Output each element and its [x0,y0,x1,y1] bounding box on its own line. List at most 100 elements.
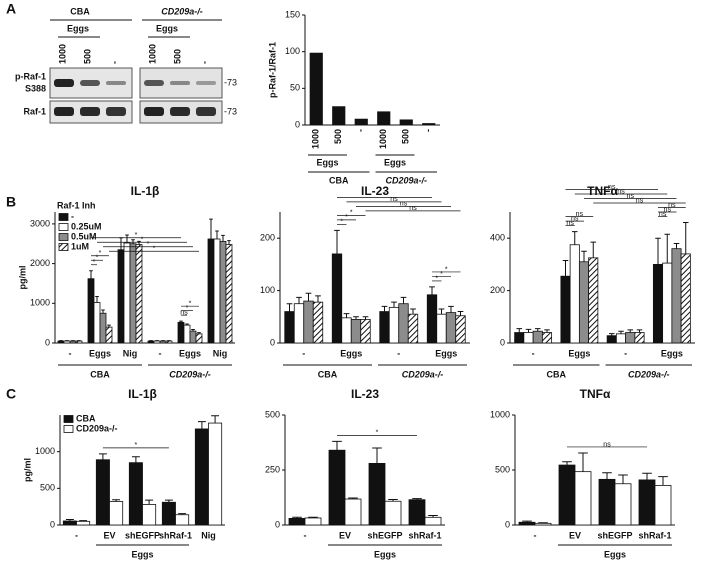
bar [207,238,215,344]
error-bar [343,313,350,318]
blot-group: CBA [70,6,90,16]
error-bar [308,516,318,518]
bar [569,244,580,344]
x-tick-label: - [534,530,537,540]
x-tick-label: - [624,348,627,358]
group-label: CBA [547,369,567,379]
error-bar [578,452,588,472]
bar [304,517,322,526]
bar [436,313,447,344]
error-bar [571,231,578,245]
error-bar [145,499,154,505]
error-bar [95,296,99,303]
error-bar [334,229,340,254]
bar [95,459,110,526]
western-blot: CBA CD209a-/- Eggs Eggs 1000 500 - 1000 … [15,6,237,124]
y-tick-label: 100 [260,285,275,295]
bar [671,248,682,344]
error-bar [448,305,454,313]
significance-label: ns [571,215,579,222]
legend-title: Raf-1 Inh [57,200,96,210]
error-bar [107,324,111,328]
bar [574,471,592,526]
bar [350,319,362,344]
bar [87,278,95,344]
bar [117,249,125,344]
y-tick-label: 100 [285,46,300,56]
x-tick-label: - [532,348,535,358]
bar [153,340,161,344]
error-bar [381,305,388,312]
bar [518,521,536,526]
bar [424,516,442,526]
error-bar [98,453,107,460]
bar [625,332,636,344]
group-label: Eggs [131,549,153,559]
legend-swatch [58,223,69,231]
significance-label: * [376,430,379,437]
legend-label: 0.25uM [71,221,102,231]
x-tick-label: - [356,129,366,132]
blot-row-label: p-Raf-1 [15,71,46,81]
bar [161,501,176,526]
error-bar [618,330,624,334]
blot-lane: 500 [82,49,92,64]
blot-band [54,79,74,87]
x-tick-label: Eggs [435,348,457,358]
bar [634,332,645,344]
error-bar [562,259,569,277]
error-bar [608,333,615,336]
y-tick-label: 200 [260,233,275,243]
error-bar [562,461,572,466]
error-bar [79,520,88,522]
y-tick-label: 0 [295,119,300,129]
error-bar [602,472,612,480]
error-bar [457,311,464,316]
bar [532,330,543,344]
significance-label: * [445,266,448,273]
error-bar [642,472,652,480]
bar [368,462,386,526]
error-bar [112,499,121,502]
group-label: CD209a-/- [628,369,670,379]
x-tick-label: - [159,348,162,358]
bar [123,242,131,344]
bar [312,301,324,344]
error-bar [618,474,628,484]
error-bar [428,515,438,518]
y-tick-label: 0 [500,337,505,347]
significance-label: ns [659,211,667,218]
blot-band [144,80,164,86]
bar [128,462,143,526]
significance-label: * [435,275,438,282]
bar [93,302,101,344]
x-tick-label: Eggs [568,348,590,358]
x-tick-label: shRaf-1 [638,530,671,540]
error-bar [388,498,398,502]
error-bar [197,332,201,334]
y-tick-label: 200 [490,285,505,295]
chart-title: IL-1β [131,184,160,198]
significance-label: * [186,305,189,312]
bar [105,326,113,344]
bar [455,315,466,344]
blot-eggs: Eggs [67,23,89,33]
y-tick-label: 250 [265,464,280,474]
bar [426,294,438,344]
x-tick-label: EV [103,530,115,540]
chart-title: IL-23 [351,387,379,401]
x-tick-label: shRaf-1 [159,530,192,540]
error-bar [101,309,105,314]
blot-lane: 1000 [147,44,157,64]
error-bar [185,323,189,326]
error-bar [673,242,680,249]
error-bar [286,303,293,312]
blot-band [196,81,216,85]
bar [288,518,306,526]
bar [63,340,71,344]
error-bar [209,218,213,239]
bar [377,111,391,126]
bar [445,312,457,344]
blot-lane: - [109,61,119,64]
